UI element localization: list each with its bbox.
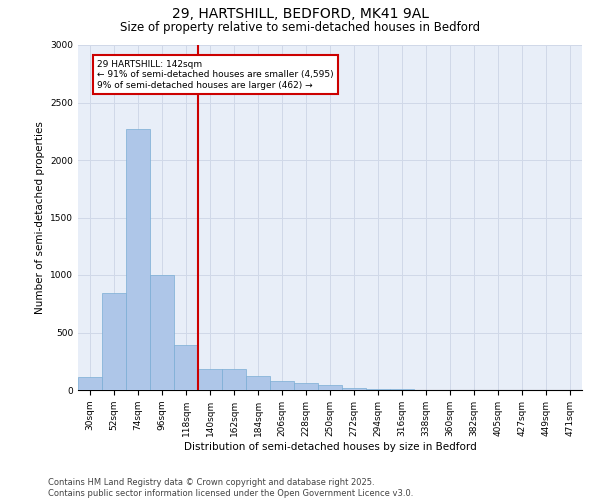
Bar xyxy=(174,345,198,390)
Bar xyxy=(294,383,318,390)
Bar xyxy=(126,129,150,390)
Bar xyxy=(198,368,222,390)
Text: 29 HARTSHILL: 142sqm
← 91% of semi-detached houses are smaller (4,595)
9% of sem: 29 HARTSHILL: 142sqm ← 91% of semi-detac… xyxy=(97,60,334,90)
Bar xyxy=(270,381,294,390)
Bar xyxy=(246,376,270,390)
Bar xyxy=(342,388,366,390)
Bar xyxy=(78,378,102,390)
Bar xyxy=(222,368,246,390)
Bar xyxy=(102,294,126,390)
Text: Size of property relative to semi-detached houses in Bedford: Size of property relative to semi-detach… xyxy=(120,21,480,34)
Bar xyxy=(366,389,390,390)
Text: 29, HARTSHILL, BEDFORD, MK41 9AL: 29, HARTSHILL, BEDFORD, MK41 9AL xyxy=(172,8,428,22)
X-axis label: Distribution of semi-detached houses by size in Bedford: Distribution of semi-detached houses by … xyxy=(184,442,476,452)
Y-axis label: Number of semi-detached properties: Number of semi-detached properties xyxy=(35,121,44,314)
Bar xyxy=(150,275,174,390)
Text: Contains HM Land Registry data © Crown copyright and database right 2025.
Contai: Contains HM Land Registry data © Crown c… xyxy=(48,478,413,498)
Bar xyxy=(318,386,342,390)
